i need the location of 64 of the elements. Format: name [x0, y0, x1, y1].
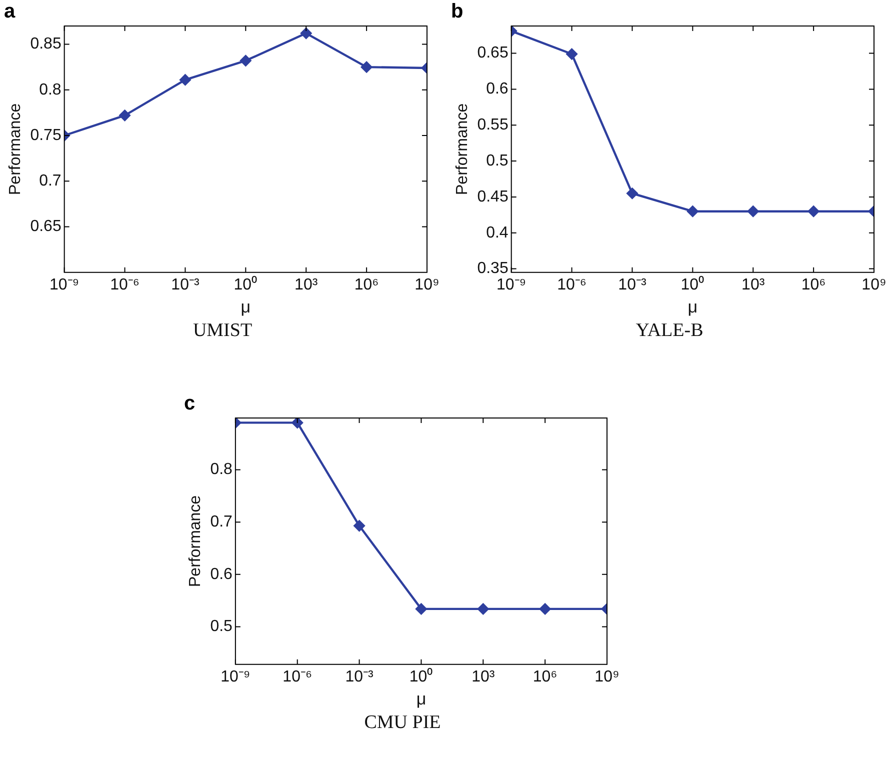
y-tick-label: 0.6: [486, 80, 508, 98]
point: [300, 28, 312, 39]
point: [180, 74, 191, 86]
x-tick-label: 10⁹: [594, 668, 620, 686]
y-tick-label: 0.4: [486, 224, 508, 242]
y-axis-title: Performance: [454, 103, 472, 195]
point: [808, 206, 820, 217]
x-tick-label: 10⁰: [409, 667, 434, 686]
point: [360, 61, 372, 73]
point: [687, 206, 698, 217]
x-tick-label: 10⁻⁶: [110, 276, 140, 294]
y-tick-label: 0.5: [486, 152, 508, 170]
point: [292, 418, 303, 428]
y-tick-label: 0.6: [210, 566, 233, 583]
point: [748, 206, 759, 217]
point: [354, 520, 365, 532]
point: [566, 48, 578, 60]
y-tick-label: 0.75: [30, 126, 62, 144]
x-tick-label: 10⁶: [532, 668, 558, 686]
chart-title: c: [184, 392, 196, 415]
x-tick-label: 10³: [742, 276, 766, 294]
y-tick-label: 0.65: [30, 218, 62, 236]
x-tick-label: 10⁻⁹: [220, 668, 250, 686]
x-tick-label: 10³: [472, 668, 496, 686]
x-axis-title: μ: [688, 297, 698, 316]
y-tick-label: 0.5: [210, 618, 233, 636]
x-tick-label: 10⁻³: [171, 276, 200, 294]
x-tick-label: 10⁻³: [618, 276, 647, 294]
point: [240, 55, 252, 66]
y-tick-label: 0.35: [477, 260, 508, 278]
x-tick-label: 10⁻⁹: [496, 276, 526, 294]
x-tick-label: 10⁰: [680, 275, 705, 294]
point: [416, 603, 427, 615]
point: [626, 188, 638, 199]
x-tick-label: 10⁹: [862, 276, 886, 294]
point: [478, 603, 489, 615]
y-axis-title: Performance: [7, 103, 24, 195]
text: CMU PIE: [363, 712, 442, 734]
x-tick-label: 10⁶: [354, 276, 379, 294]
x-axis-title: μ: [416, 689, 426, 708]
y-tick-label: 0.65: [477, 44, 508, 62]
text: UMIST: [192, 320, 254, 342]
chart-title: a: [4, 0, 16, 23]
x-tick-label: 10³: [294, 276, 318, 294]
x-tick-label: 10⁻³: [345, 668, 374, 686]
x-axis-title: μ: [240, 297, 251, 316]
x-tick-label: 10⁰: [234, 275, 258, 294]
x-tick-label: 10⁹: [414, 276, 440, 294]
y-tick-label: 0.85: [30, 36, 62, 53]
x-tick-label: 10⁻⁶: [557, 276, 586, 294]
y-axis-title: Performance: [187, 495, 204, 587]
y-tick-label: 0.8: [39, 81, 62, 98]
point: [539, 603, 551, 615]
text: YALE-B: [634, 320, 704, 342]
chart-title: b: [451, 0, 464, 23]
y-tick-label: 0.7: [39, 172, 62, 190]
x-tick-label: 10⁻⁶: [282, 668, 312, 686]
y-tick-label: 0.8: [210, 461, 233, 478]
y-tick-label: 0.55: [477, 116, 508, 134]
x-tick-label: 10⁻⁹: [50, 276, 80, 294]
point: [119, 110, 130, 122]
y-tick-label: 0.7: [210, 514, 233, 531]
x-tick-label: 10⁶: [801, 276, 826, 294]
y-tick-label: 0.45: [477, 188, 508, 206]
